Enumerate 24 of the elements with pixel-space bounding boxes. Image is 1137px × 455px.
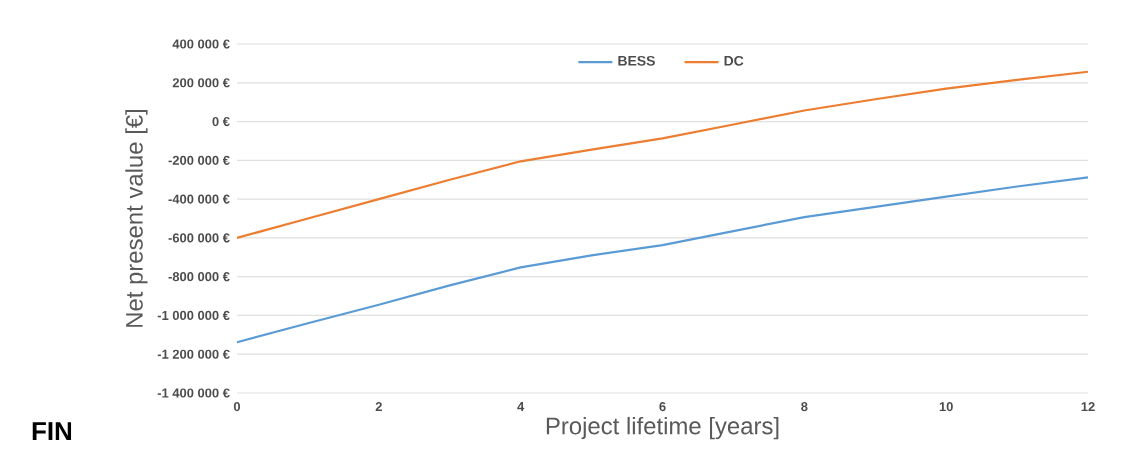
y-tick-label: 0 €: [212, 116, 230, 127]
y-tick-label: -1 400 000 €: [157, 388, 230, 398]
x-tick-label: 10: [939, 402, 953, 412]
line-series: [235, 70, 1090, 239]
x-axis-title: Project lifetime [years]: [546, 416, 779, 440]
y-axis-title: Net present value [€]: [125, 109, 148, 327]
text: FIN: [32, 422, 72, 440]
x-tick-label: 12: [1081, 402, 1095, 412]
x-tick-label: 2: [375, 402, 382, 412]
y-tick-label: -200 000 €: [168, 155, 230, 165]
line-series: [235, 176, 1090, 344]
y-tick-label: 200 000 €: [172, 78, 230, 88]
x-tick-label: 0: [233, 402, 241, 412]
y-tick-label: 400 000 €: [172, 39, 230, 49]
x-tick-label: 6: [659, 402, 666, 412]
y-tick-label: -800 000 €: [168, 272, 230, 282]
legend-label: DC: [724, 55, 744, 66]
y-tick-label: -400 000 €: [168, 194, 230, 204]
legend-label: BESS: [618, 55, 655, 66]
y-tick-label: -1 200 000 €: [157, 349, 230, 359]
y-tick-label: -600 000 €: [168, 233, 230, 243]
y-tick-label: -1 000 000 €: [157, 310, 230, 321]
x-tick-label: 8: [801, 402, 808, 412]
x-tick-label: 4: [517, 402, 525, 411]
